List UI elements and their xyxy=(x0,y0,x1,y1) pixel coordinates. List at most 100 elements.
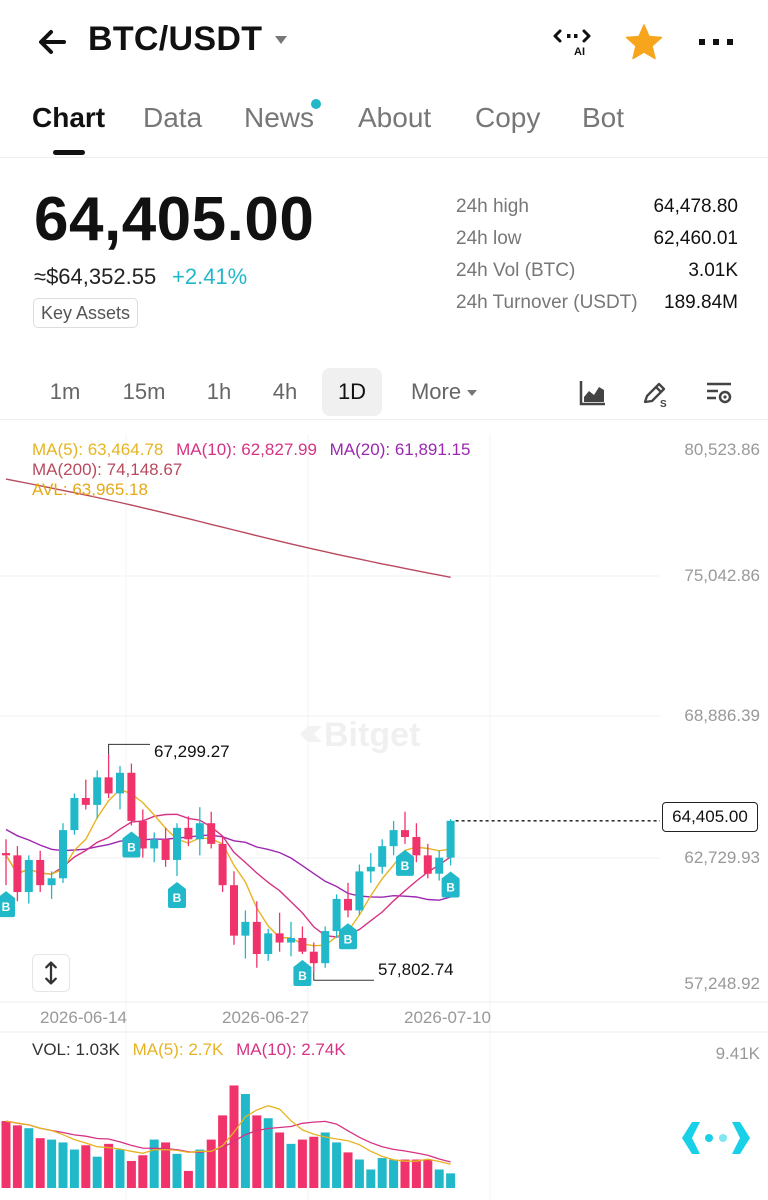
buy-badge-shape xyxy=(339,923,357,950)
back-arrow-icon[interactable] xyxy=(30,20,74,64)
indicator-chart-icon[interactable] xyxy=(578,378,608,408)
candle xyxy=(150,832,159,863)
y-axis-label: 80,523.86 xyxy=(684,440,760,459)
buy-signal-badge: B xyxy=(396,849,414,876)
timeframe-4h[interactable]: 4h xyxy=(272,379,298,404)
chart-scale-toggle-icon[interactable] xyxy=(32,954,70,992)
volume-legend: VOL: 1.03K MA(5): 2.7K MA(10): 2.74K xyxy=(32,1040,346,1060)
tab-data[interactable]: Data xyxy=(143,102,203,133)
ma200-line xyxy=(5,478,451,578)
chart-settings-icon[interactable] xyxy=(704,378,734,408)
candle xyxy=(161,827,170,867)
candle xyxy=(36,850,45,893)
buy-badge-label: B xyxy=(401,859,410,873)
candle-body xyxy=(116,772,124,794)
timeframe-more-dropdown[interactable]: More xyxy=(404,368,484,416)
timeframe-1m[interactable]: 1m xyxy=(49,379,81,404)
candle-body xyxy=(366,866,375,872)
volume-bar xyxy=(206,1139,216,1188)
volume-bar xyxy=(35,1138,45,1188)
volume-bar xyxy=(434,1169,444,1188)
stat-value: 189.84M xyxy=(664,292,738,313)
buy-signal-badge: B xyxy=(339,923,357,950)
star-icon[interactable] xyxy=(624,22,664,62)
timeframe-15m[interactable]: 15m xyxy=(122,379,166,404)
candle xyxy=(412,823,421,863)
pair-dropdown-caret-icon[interactable] xyxy=(274,35,288,45)
candle-body xyxy=(173,827,181,860)
candle xyxy=(366,853,375,883)
candlestick-chart-canvas[interactable]: Bitget B B B B B B B xyxy=(0,434,768,1200)
low-marker-line xyxy=(313,972,374,981)
tab-chart[interactable]: Chart xyxy=(32,102,106,133)
candle-body xyxy=(13,855,22,893)
kline-chart[interactable]: Bitget B B B B B B B MA(5): 63,464.78 MA(10): … xyxy=(0,434,768,1200)
candle-body xyxy=(446,820,455,858)
volume-bar xyxy=(446,1173,456,1188)
candle xyxy=(344,882,352,918)
candle-body xyxy=(218,843,227,886)
volume-bar xyxy=(297,1139,307,1188)
candle xyxy=(298,926,307,955)
candle-body xyxy=(150,839,159,849)
timeframe-1h[interactable]: 1h xyxy=(206,379,232,404)
candle xyxy=(321,926,330,968)
candle-body xyxy=(332,898,341,932)
volume-ma5: MA(5): 2.7K xyxy=(132,1040,224,1059)
candle xyxy=(24,855,33,904)
drawing-tool-icon[interactable]: S xyxy=(640,378,670,408)
volume-bar xyxy=(320,1132,330,1188)
candle-body xyxy=(378,846,387,867)
timeframe-bar: 1m 15m 1h 4h 1D More S xyxy=(0,366,768,420)
bitget-watermark: Bitget xyxy=(300,716,420,754)
more-caret-icon xyxy=(467,390,478,397)
buy-badge-shape xyxy=(122,831,141,858)
tab-bot[interactable]: Bot xyxy=(582,102,625,133)
stat-label: 24h high xyxy=(456,196,529,217)
buy-signal-badge: B xyxy=(0,891,15,918)
candle xyxy=(173,823,181,876)
pair-title[interactable]: BTC/USDT xyxy=(88,20,263,58)
candle-body xyxy=(275,933,284,943)
section-tabs: Chart Data News About Copy Bot xyxy=(0,84,768,158)
ma20-legend: MA(20): 61,891.15 xyxy=(329,440,471,459)
timeframe-1d[interactable]: 1D xyxy=(322,368,382,416)
volume-bar xyxy=(240,1094,250,1188)
bitget-logo-icon[interactable] xyxy=(676,1114,756,1162)
x-axis-label: 2026-06-27 xyxy=(222,1008,309,1027)
tab-about[interactable]: About xyxy=(358,102,432,133)
market-stats: 24h high 64,478.80 24h low 62,460.01 24h… xyxy=(456,196,738,324)
candle-body xyxy=(344,898,352,911)
last-price: 64,405.00 xyxy=(34,185,315,254)
tab-copy[interactable]: Copy xyxy=(475,102,541,133)
header-bar: BTC/USDT AI xyxy=(0,0,768,84)
ma20-line xyxy=(5,828,451,901)
volume-bar xyxy=(138,1155,148,1188)
candle xyxy=(401,811,409,844)
candle-body xyxy=(127,772,136,821)
buy-badge-label: B xyxy=(344,932,353,946)
volume-bar xyxy=(92,1156,102,1188)
candle xyxy=(309,942,318,973)
volume-bar xyxy=(286,1143,296,1188)
volume-bar xyxy=(389,1159,399,1188)
ai-assistant-icon[interactable]: AI xyxy=(548,22,596,62)
tab-news[interactable]: News xyxy=(244,102,315,133)
candle xyxy=(264,928,273,961)
y-axis-label: 68,886.39 xyxy=(684,706,760,725)
volume-bar xyxy=(354,1159,364,1188)
stat-label: 24h low xyxy=(456,228,522,249)
candle-body xyxy=(401,830,409,837)
candle-body xyxy=(195,823,204,840)
y-axis-label: 62,729.93 xyxy=(684,848,760,867)
candle xyxy=(138,809,147,858)
more-dots-icon[interactable] xyxy=(696,26,736,58)
candle xyxy=(446,819,455,866)
buy-signal-badge: B xyxy=(293,960,312,987)
candle-body xyxy=(389,830,398,847)
candle-body xyxy=(2,853,10,856)
buy-badge-label: B xyxy=(446,880,455,894)
candle-body xyxy=(70,797,79,831)
volume-value: VOL: 1.03K xyxy=(32,1040,120,1059)
key-assets-tag[interactable]: Key Assets xyxy=(33,298,139,328)
